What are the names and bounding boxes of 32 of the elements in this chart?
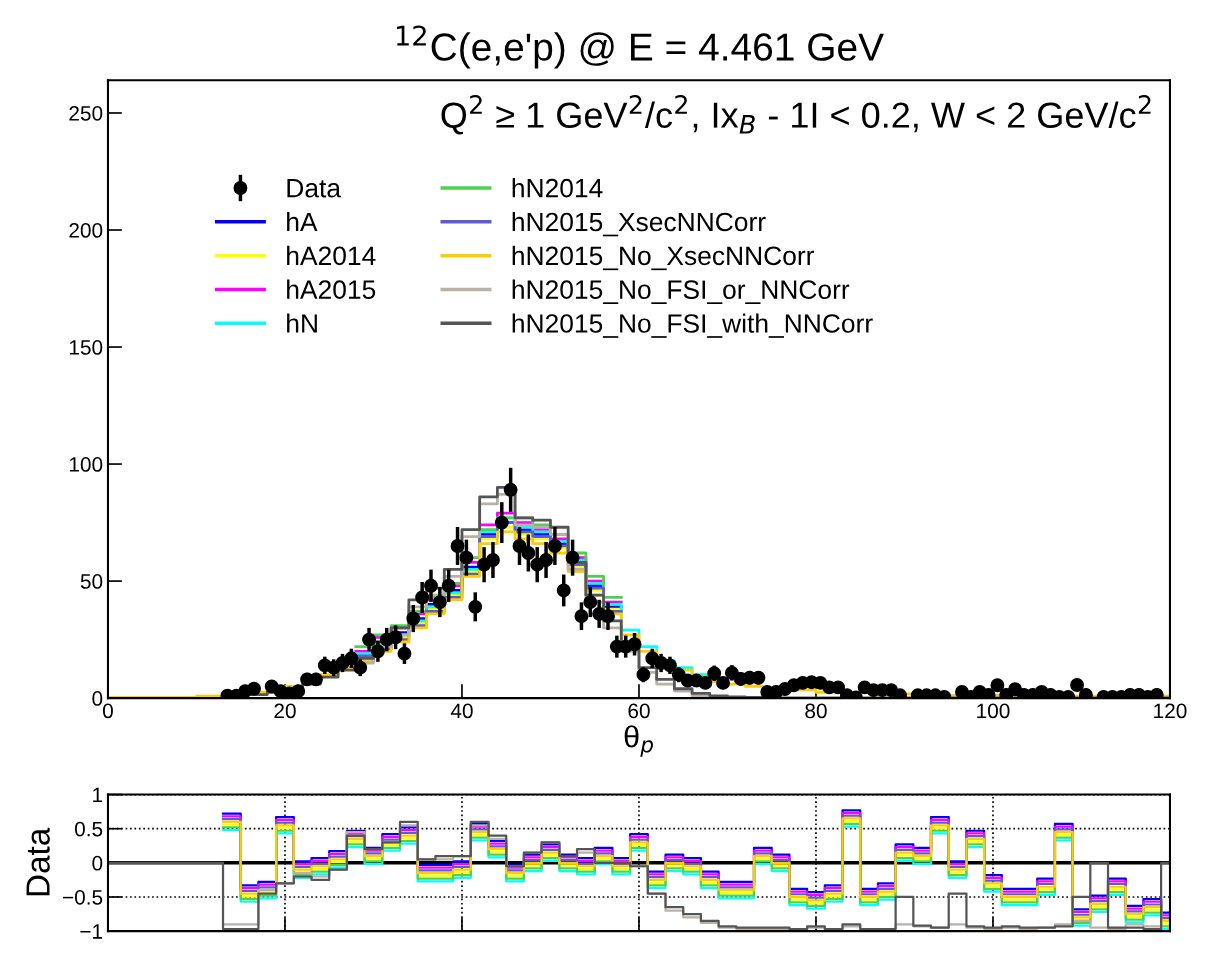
y-axis-title: Data — [26, 827, 50, 896]
y-tick-label: 0 — [92, 691, 103, 706]
x-tick-label: 80 — [805, 703, 827, 719]
chart-title: $^{12}$C(e,e'p) @ E = 4.461 GeV — [396, 25, 884, 69]
y-tick-label: 0 — [92, 855, 103, 871]
y-tick-label: −1 — [80, 924, 103, 939]
y-tick-label: −0.5 — [63, 889, 103, 905]
legend-label: hN2015_No_FSI_with_NNCorr — [512, 313, 873, 338]
legend-label: hN2014 — [512, 178, 603, 198]
legend-label: Data — [287, 179, 342, 198]
y-tick-label: 250 — [69, 105, 103, 121]
x-tick-label: 60 — [628, 703, 650, 719]
legend-label: hN2015_XsecNNCorr — [512, 211, 766, 237]
legend-label: hA2014 — [287, 245, 376, 266]
legend-label: hN2015_No_XsecNNCorr — [512, 245, 815, 271]
y-tick-label: 1 — [93, 787, 103, 803]
y-tick-label: 200 — [69, 223, 103, 238]
legend-label: hN — [287, 313, 317, 333]
y-tick-label: 50 — [80, 574, 103, 589]
x-tick-label: 100 — [977, 703, 1010, 719]
text: Q$^{2}$ ≥ 1 GeV$^{2}$/c$^{2}$, Ix$_{B}$ - 1I < 0.2, W < 2 GeV/c$^{2}$ — [441, 95, 1151, 135]
y-tick-label: 100 — [69, 457, 103, 472]
x-tick-label: 40 — [450, 703, 473, 719]
legend-label: hA2015 — [287, 279, 376, 300]
x-tick-label: 20 — [274, 703, 296, 719]
y-tick-label: 150 — [69, 340, 103, 355]
x-tick-label: 0 — [102, 703, 113, 719]
legend-label: hN2015_No_FSI_or_NNCorr — [512, 279, 850, 304]
x-tick-label: 120 — [1154, 703, 1187, 719]
y-tick-label: 0.5 — [74, 821, 103, 837]
x-axis-title: θ$_{p}$ — [624, 725, 653, 757]
legend-label: hA — [287, 211, 318, 232]
